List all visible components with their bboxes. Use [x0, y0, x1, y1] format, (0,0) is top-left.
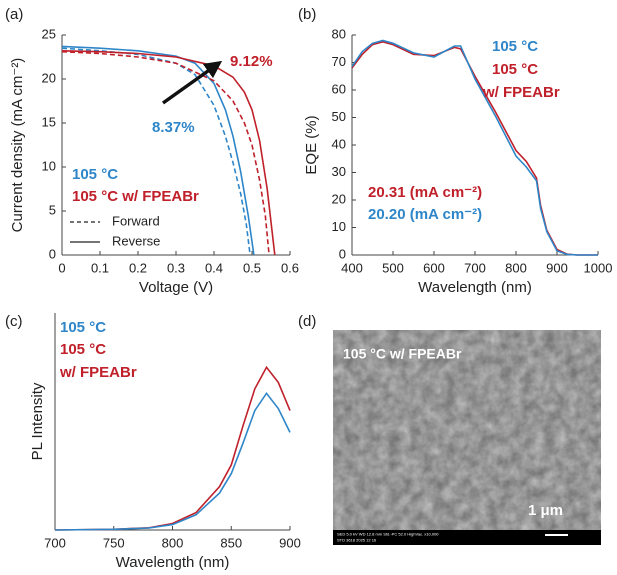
- panel-label: (d): [298, 313, 316, 330]
- sem-info: STD 3618 2025 12 16: [337, 538, 377, 543]
- x-tick-label: 400: [341, 260, 363, 275]
- x-tick-label: 850: [220, 535, 242, 550]
- data-line: [55, 393, 290, 530]
- y-tick-label: 70: [332, 54, 346, 69]
- x-tick-label: 0.4: [205, 260, 223, 275]
- x-tick-label: 0.3: [167, 260, 185, 275]
- y-tick-label: 80: [332, 26, 346, 41]
- scale-bar-label: 1 μm: [528, 502, 563, 519]
- legend-label: Forward: [112, 213, 160, 228]
- y-tick-label: 0: [339, 246, 346, 261]
- x-axis-title: Wavelength (nm): [116, 554, 230, 571]
- annotation: 8.37%: [152, 119, 195, 136]
- x-tick-label: 0.1: [91, 260, 109, 275]
- y-tick-label: 25: [42, 26, 56, 41]
- data-line: [62, 51, 275, 255]
- annotation: 105 °C: [492, 61, 538, 78]
- annotation: 20.20 (mA cm⁻²): [368, 206, 482, 223]
- x-tick-label: 800: [505, 260, 527, 275]
- x-tick-label: 0.2: [129, 260, 147, 275]
- annotation: 105 °C: [72, 166, 118, 183]
- panel-label: (c): [5, 313, 23, 330]
- y-tick-label: 50: [332, 109, 346, 124]
- data-line: [352, 42, 598, 255]
- x-tick-label: 800: [162, 535, 184, 550]
- y-tick-label: 10: [42, 158, 56, 173]
- x-tick-label: 500: [382, 260, 404, 275]
- sem-image: 105 °C w/ FPEABr 1 μm SED 5.0 kV WD 12.8…: [298, 313, 601, 545]
- figure: 105 °C w/ FPEABr 1 μm SED 5.0 kV WD 12.8…: [0, 0, 617, 575]
- y-tick-label: 60: [332, 81, 346, 96]
- y-axis-title: EQE (%): [303, 115, 320, 174]
- x-tick-label: 1000: [584, 260, 613, 275]
- annotation: 105 °C: [60, 319, 106, 336]
- x-tick-label: 900: [279, 535, 301, 550]
- annotation: 9.12%: [230, 53, 273, 70]
- legend-label: Reverse: [112, 233, 160, 248]
- x-tick-label: 600: [423, 260, 445, 275]
- data-line: [55, 367, 290, 530]
- y-tick-label: 10: [332, 219, 346, 234]
- x-tick-label: 700: [464, 260, 486, 275]
- x-tick-label: 0.6: [281, 260, 299, 275]
- x-tick-label: 900: [546, 260, 568, 275]
- x-tick-label: 750: [103, 535, 125, 550]
- sem-caption: 105 °C w/ FPEABr: [343, 346, 462, 362]
- annotation: 105 °C: [60, 341, 106, 358]
- y-tick-label: 0: [49, 246, 56, 261]
- x-axis-title: Wavelength (nm): [418, 279, 532, 296]
- y-axis-title: Current density (mA cm⁻²): [9, 58, 26, 233]
- y-tick-label: 5: [49, 202, 56, 217]
- x-tick-label: 0.5: [243, 260, 261, 275]
- annotation: w/ FPEABr: [482, 84, 560, 101]
- y-tick-label: 15: [42, 114, 56, 129]
- data-line: [62, 52, 269, 255]
- x-axis-title: Voltage (V): [139, 279, 213, 296]
- y-axis-title: PL Intensity: [29, 382, 46, 460]
- y-tick-label: 20: [42, 70, 56, 85]
- panel-label: (b): [298, 6, 316, 23]
- y-tick-label: 30: [332, 164, 346, 179]
- y-tick-label: 40: [332, 136, 346, 151]
- panel-label: (a): [5, 6, 23, 23]
- annotation: 105 °C: [492, 38, 538, 55]
- sem-info: SED 5.0 kV WD 12.8 mm Std.-PC 52.0 HighV…: [337, 532, 439, 537]
- x-tick-label: 0: [58, 260, 65, 275]
- x-tick-label: 700: [44, 535, 66, 550]
- annotation: 105 °C w/ FPEABr: [72, 188, 199, 205]
- y-tick-label: 20: [332, 191, 346, 206]
- annotation: w/ FPEABr: [59, 364, 137, 381]
- annotation: 20.31 (mA cm⁻²): [368, 184, 482, 201]
